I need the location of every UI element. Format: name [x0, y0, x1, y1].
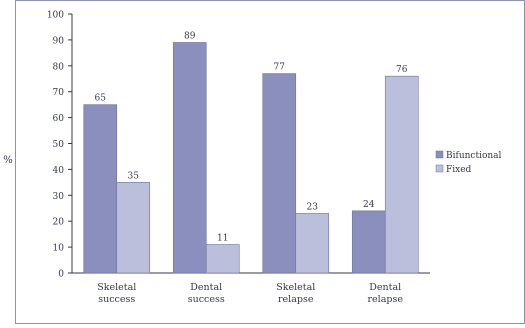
y-tick-label: 60	[53, 114, 65, 124]
bar-value-label: 23	[307, 202, 319, 212]
legend-swatch	[435, 164, 444, 173]
legend-label: Fixed	[446, 165, 472, 175]
y-tick-label: 100	[47, 11, 64, 21]
x-tick-label: Dental	[369, 282, 401, 293]
x-tick-label: Skeletal	[97, 282, 136, 293]
y-tick-label: 90	[53, 36, 65, 46]
bar-value-label: 24	[363, 200, 375, 210]
x-tick-label: Dental	[190, 282, 222, 293]
bar	[172, 42, 207, 274]
x-tick-label: success	[188, 294, 225, 305]
bar-value-label: 77	[274, 63, 286, 73]
bar	[83, 104, 118, 274]
y-tick-label: 10	[53, 244, 65, 254]
bar	[295, 213, 330, 274]
bar	[262, 73, 297, 274]
bar	[351, 210, 386, 274]
y-tick-label: 40	[53, 166, 65, 176]
bar-value-label: 65	[95, 94, 107, 104]
y-tick-label: 80	[53, 62, 65, 72]
bar	[384, 75, 419, 274]
x-tick-label: relapse	[368, 294, 404, 305]
x-tick-label: success	[98, 294, 135, 305]
x-tick-label: Skeletal	[276, 282, 315, 293]
legend-swatch	[435, 150, 444, 159]
bar-value-label: 35	[128, 171, 140, 181]
data-labels: 65 35 89 11 77 23 24 76	[95, 31, 408, 243]
y-tick-label: 50	[53, 140, 65, 150]
x-tick-label: relapse	[278, 294, 314, 305]
bars	[83, 42, 419, 274]
y-axis-label: %	[3, 155, 13, 166]
bar-value-label: 76	[396, 65, 408, 75]
bar	[116, 182, 151, 274]
bar-value-label: 89	[184, 31, 196, 41]
legend: Bifunctional Fixed	[435, 150, 502, 175]
y-tick-label: 70	[53, 88, 65, 98]
y-tick-label: 30	[53, 192, 65, 202]
bar-value-label: 11	[217, 234, 228, 244]
y-tick-label: 20	[53, 218, 65, 228]
y-tick-label: 0	[58, 270, 64, 280]
bar	[205, 244, 240, 274]
legend-label: Bifunctional	[446, 151, 502, 161]
